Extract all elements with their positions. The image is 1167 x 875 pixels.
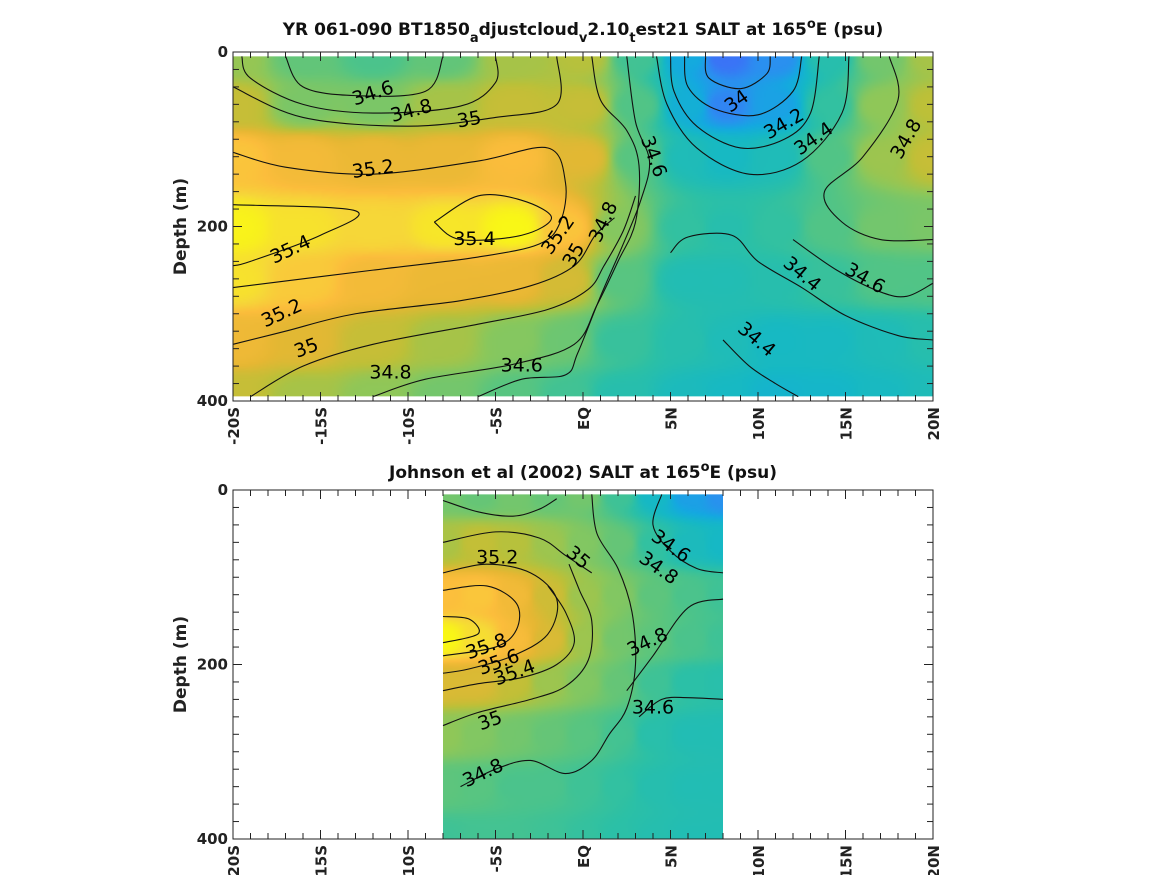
contour-line-34.6	[285, 56, 444, 97]
contour-line-35.2	[442, 585, 576, 692]
y-tick-label: 0	[218, 481, 228, 499]
x-tick-label: 15N	[838, 407, 856, 440]
contour-line-34.6	[652, 494, 724, 574]
contour-line-35.2	[442, 531, 593, 574]
x-tick-label: 5N	[663, 407, 681, 430]
x-tick-label: -10S	[400, 845, 418, 875]
contour-line-34.6	[655, 56, 850, 176]
x-tick-label: -20S	[225, 407, 243, 445]
y-tick-label: 400	[197, 392, 228, 410]
x-tick-label: -20S	[225, 845, 243, 875]
x-tick-label: 15N	[838, 845, 856, 875]
salinity-field	[233, 56, 933, 397]
contour-line-35.6	[442, 584, 521, 657]
x-tick-label: 10N	[750, 407, 768, 440]
contour-line-34.8	[372, 56, 641, 398]
contour-label: 34.6	[501, 355, 543, 377]
contour-line-35	[442, 498, 558, 517]
x-tick-label: -5S	[488, 845, 506, 872]
contour-label: 35	[455, 107, 483, 133]
x-tick-label: -15S	[313, 845, 331, 875]
contour-line-34.6	[792, 239, 934, 298]
contour-line-35.2	[232, 217, 615, 345]
contour-line-34	[704, 56, 771, 90]
contour-line-35.4	[442, 563, 559, 674]
y-axis-label: Depth (m)	[171, 178, 191, 275]
x-tick-label: -10S	[400, 407, 418, 445]
x-tick-label: -5S	[488, 407, 506, 434]
chart-title: YR 061-090 BT1850adjustcloudv2.10test21 …	[282, 17, 883, 46]
chart-title: Johnson et al (2002) SALT at 165oE (psu)	[388, 460, 777, 483]
x-tick-label: 20N	[925, 845, 943, 875]
y-tick-label: 0	[218, 43, 228, 61]
contour-line-35	[250, 195, 637, 398]
contour-line-35	[232, 56, 562, 127]
contour-label: 34.6	[632, 697, 674, 719]
x-tick-label: EQ	[575, 407, 593, 430]
y-tick-label: 400	[197, 830, 228, 848]
x-tick-label: 10N	[750, 845, 768, 875]
contour-label: 35.2	[476, 547, 518, 569]
x-tick-label: 20N	[925, 407, 943, 440]
contour-line-35.4	[232, 204, 360, 267]
contour-line-34.4	[722, 339, 799, 398]
contour-line-35.4	[433, 194, 553, 241]
y-tick-label: 200	[197, 218, 228, 236]
contour-line-34.6	[477, 56, 651, 398]
contour-line-35.8	[442, 615, 480, 644]
contour-line-34.8	[241, 56, 499, 114]
x-tick-label: EQ	[575, 845, 593, 868]
contour-line-34.2	[683, 56, 803, 117]
contour-line-34.8	[626, 598, 724, 692]
contour-line-35.2	[232, 146, 567, 289]
contour-line-34.8	[823, 56, 934, 242]
contour-line-34.8	[460, 494, 637, 788]
contour-label: 34.8	[369, 362, 411, 384]
salinity-field	[443, 494, 723, 840]
y-tick-label: 200	[197, 656, 228, 674]
contour-line-34.4	[670, 232, 934, 341]
y-axis-label: Depth (m)	[171, 616, 191, 713]
contour-label: 35.4	[453, 228, 495, 250]
panel-johnson-salinity: 35.2 35 34.634.835.835.635.434.834.63534.8…	[171, 460, 943, 875]
x-tick-label: -15S	[313, 407, 331, 445]
contour-line-35	[442, 563, 593, 727]
contour-line-34.4	[669, 56, 820, 150]
contour-line-34.6	[638, 696, 724, 718]
x-tick-label: 5N	[663, 845, 681, 868]
